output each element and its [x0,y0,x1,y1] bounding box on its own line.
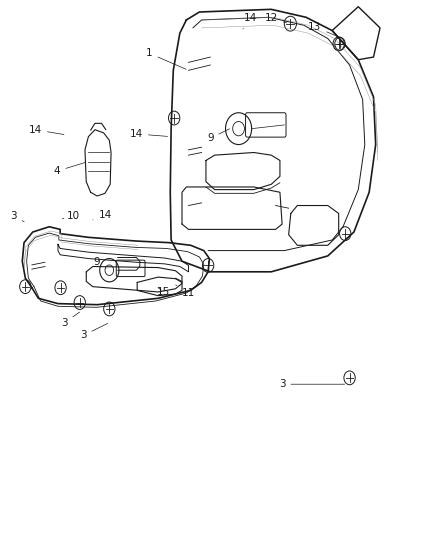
Text: 4: 4 [54,163,86,176]
Text: 14: 14 [29,125,64,135]
Text: 13: 13 [308,22,337,36]
Text: 1: 1 [146,49,186,69]
Text: 15: 15 [157,287,170,297]
Text: 10: 10 [62,211,80,221]
Text: 3: 3 [61,312,80,328]
Text: 3: 3 [10,211,24,222]
Text: 9: 9 [94,257,106,269]
Text: 12: 12 [265,13,287,23]
Text: 9: 9 [207,129,230,143]
Text: 14: 14 [130,129,167,139]
Text: 3: 3 [80,324,108,341]
Text: 11: 11 [176,285,195,298]
Text: 14: 14 [243,13,257,29]
Text: 3: 3 [279,379,345,389]
Text: 14: 14 [93,209,112,220]
